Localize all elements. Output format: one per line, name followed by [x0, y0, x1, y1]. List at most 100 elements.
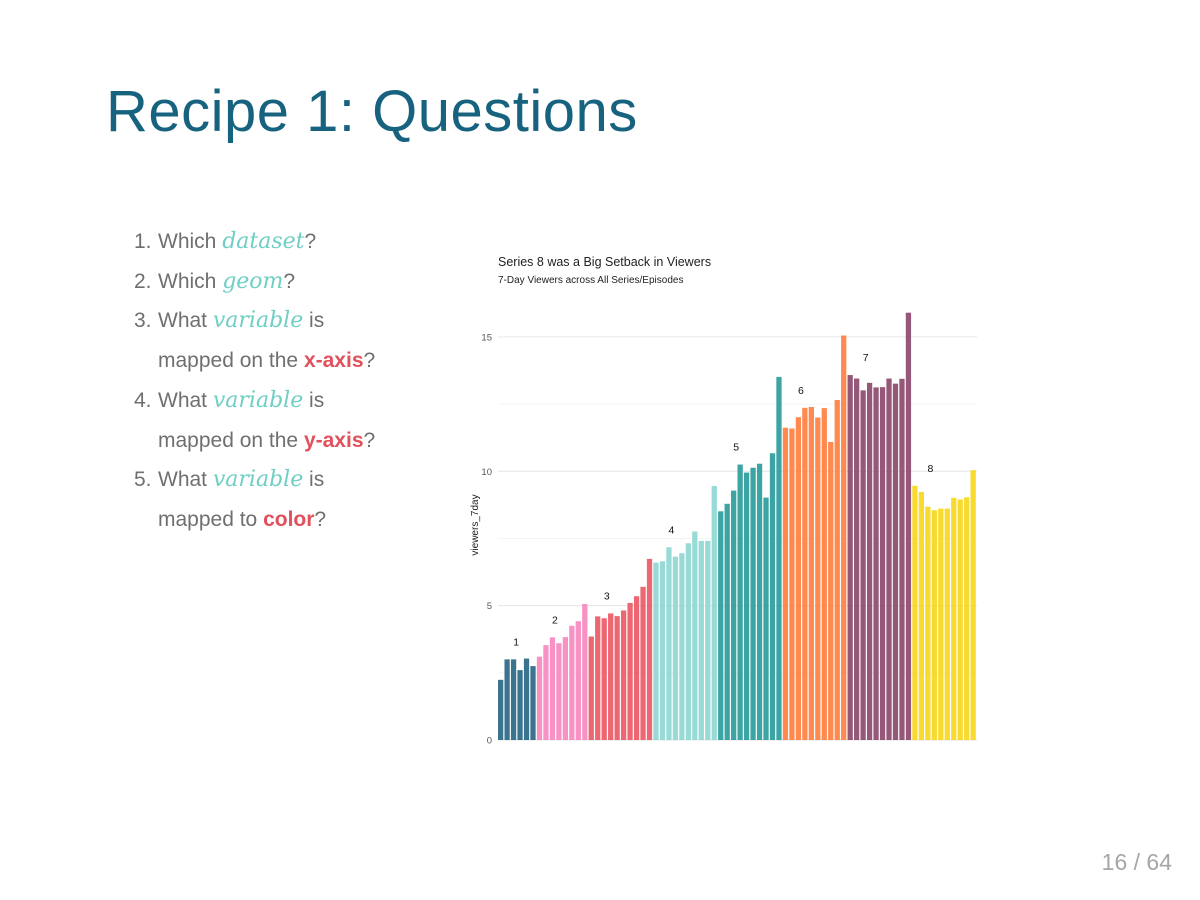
- question-text: is mapped to: [158, 468, 325, 531]
- bar: [504, 659, 510, 740]
- bar: [873, 387, 879, 740]
- question-text: Which: [158, 230, 223, 253]
- bar: [595, 616, 601, 740]
- bar: [556, 643, 562, 740]
- bar: [841, 335, 847, 740]
- bar: [705, 540, 711, 740]
- question-number: 5.: [134, 468, 152, 492]
- bar: [569, 625, 575, 740]
- bar: [899, 378, 905, 740]
- question-item: 4. What variable is mapped on the y-axis?: [134, 381, 394, 460]
- bar: [815, 417, 821, 740]
- bar: [724, 503, 730, 740]
- y-tick-label: 15: [481, 332, 492, 343]
- y-axis-label: viewers_7day: [470, 494, 481, 555]
- series-label: 6: [798, 385, 804, 397]
- question-text: What: [158, 388, 213, 412]
- bar: [562, 637, 569, 740]
- question-text: ?: [314, 507, 327, 531]
- bar: [666, 547, 672, 740]
- bar: [886, 378, 892, 740]
- y-tick-label: 10: [481, 467, 492, 478]
- bar: [718, 511, 724, 740]
- bar: [659, 561, 666, 740]
- bar: [879, 387, 886, 740]
- bar: [802, 407, 808, 740]
- bar: [582, 604, 588, 740]
- bar: [847, 375, 853, 740]
- highlight-text: color: [263, 507, 315, 531]
- bar: [763, 497, 769, 740]
- question-number: 2.: [134, 269, 152, 293]
- question-list: 1. Which dataset? 2. Which geom? 3. What vari…: [134, 222, 394, 540]
- bar: [601, 618, 607, 740]
- y-tick-label: 0: [487, 736, 492, 747]
- bar: [517, 670, 523, 740]
- bar: [731, 490, 737, 740]
- bar: [614, 616, 620, 740]
- bar: [925, 506, 931, 740]
- bar: [536, 656, 543, 740]
- bar: [938, 508, 944, 740]
- bar: [627, 602, 633, 740]
- bar: [951, 497, 957, 740]
- keyword-text: variable: [212, 308, 304, 334]
- question-item: 1. Which dataset?: [134, 222, 394, 262]
- bar: [588, 636, 594, 740]
- bar: [737, 464, 743, 740]
- bar: [633, 596, 640, 740]
- bar: [711, 486, 717, 740]
- bar: [970, 470, 976, 740]
- bar: [854, 378, 860, 740]
- question-text: ?: [283, 269, 296, 293]
- bar: [510, 659, 517, 740]
- bar: [912, 485, 918, 740]
- bar: [776, 376, 782, 740]
- y-tick-label: 5: [487, 601, 492, 612]
- bar: [685, 543, 691, 740]
- question-text: is mapped on the: [158, 388, 325, 452]
- series-label: 1: [513, 636, 519, 648]
- series-label: 3: [604, 590, 610, 602]
- bar: [543, 645, 549, 740]
- bar: [964, 497, 970, 740]
- bar: [750, 467, 756, 740]
- bar: [808, 407, 814, 740]
- bar: [640, 586, 646, 740]
- bar: [892, 383, 899, 740]
- question-text: What: [158, 468, 213, 492]
- question-text: ?: [363, 428, 376, 452]
- bar: [679, 553, 685, 740]
- question-number: 3.: [134, 309, 152, 333]
- series-label: 7: [863, 352, 869, 364]
- keyword-text: dataset: [222, 229, 305, 254]
- series-label: 4: [669, 524, 675, 536]
- bar: [789, 428, 795, 740]
- bar: [530, 666, 536, 740]
- bar: [756, 463, 763, 740]
- bar: [498, 679, 504, 740]
- bar: [944, 508, 950, 740]
- question-text: ?: [363, 349, 376, 373]
- bar: [620, 610, 627, 740]
- question-number: 4.: [134, 388, 152, 412]
- bar: [608, 613, 614, 740]
- question-item: 2. Which geom?: [134, 262, 394, 302]
- keyword-text: variable: [212, 467, 304, 493]
- bar: [672, 556, 679, 740]
- keyword-text: geom: [222, 268, 284, 294]
- bar: [834, 400, 840, 740]
- question-text: ?: [304, 230, 317, 253]
- bar: [782, 427, 789, 740]
- bar: [575, 621, 581, 740]
- highlight-text: y-axis: [303, 428, 364, 452]
- question-item: 3. What variable is mapped on the x-axis?: [134, 301, 394, 380]
- chart-title: Series 8 was a Big Setback in Viewers: [498, 255, 711, 269]
- bar: [692, 531, 698, 740]
- bar: [821, 408, 827, 740]
- bar: [523, 658, 530, 740]
- bar: [931, 510, 937, 740]
- bar: [698, 540, 704, 740]
- bar: [549, 637, 556, 740]
- bar: [828, 441, 834, 740]
